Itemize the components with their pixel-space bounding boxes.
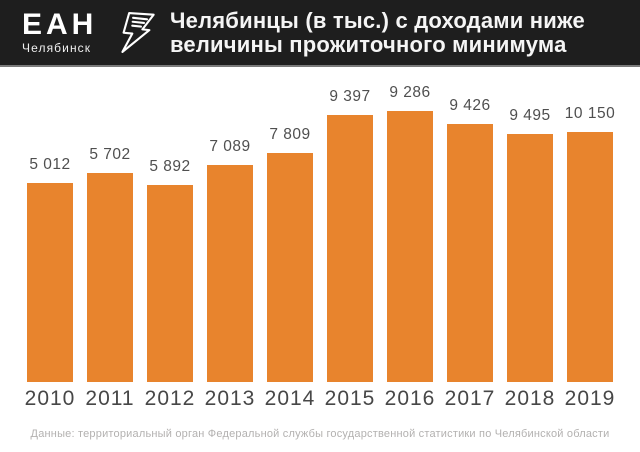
bar-value-label: 7 089 xyxy=(209,138,251,155)
year-label: 2018 xyxy=(504,386,556,410)
bar xyxy=(207,165,253,382)
bar-chart: 5 012 5 702 5 892 7 089 7 809 9 397 9 286 9 426… xyxy=(0,67,640,382)
bar-value-label: 9 426 xyxy=(449,97,491,114)
bar xyxy=(387,111,433,382)
bar-value-label: 5 892 xyxy=(149,158,191,175)
bar-value-label: 9 286 xyxy=(389,84,431,101)
bar-column-2016: 9 286 xyxy=(387,84,433,382)
bar-column-2012: 5 892 xyxy=(147,158,193,382)
logo-subtitle: Челябинск xyxy=(22,41,92,55)
bar xyxy=(327,115,373,382)
bar-column-2018: 9 495 xyxy=(507,107,553,382)
bar xyxy=(267,153,313,382)
year-label: 2014 xyxy=(264,386,316,410)
bar-value-label: 7 809 xyxy=(269,126,311,143)
bar-column-2013: 7 089 xyxy=(207,138,253,382)
header: ЕАН Челябинск Челябинцы (в тыс.) с доход… xyxy=(0,0,640,67)
bar xyxy=(507,134,553,382)
year-label: 2010 xyxy=(24,386,76,410)
logo-title: ЕАН xyxy=(22,8,98,41)
bar xyxy=(27,183,73,382)
bar-value-label: 9 397 xyxy=(329,88,371,105)
year-label: 2011 xyxy=(85,386,135,410)
footer: Данные: территориальный орган Федерально… xyxy=(0,415,640,452)
x-axis-labels: 2010 2011 2012 2013 2014 2015 2016 2017 2018 2019 xyxy=(0,382,640,415)
bar xyxy=(447,124,493,382)
bar-column-2014: 7 809 xyxy=(267,126,313,382)
bar xyxy=(567,132,613,382)
chart-title-line1: Челябинцы (в тыс.) с доходами ниже xyxy=(170,7,585,33)
lightning-bolt-icon xyxy=(121,11,155,53)
year-label: 2013 xyxy=(204,386,256,410)
bar-column-2010: 5 012 xyxy=(27,156,73,382)
bar-column-2017: 9 426 xyxy=(447,97,493,382)
bar-value-label: 5 702 xyxy=(89,146,131,163)
bar xyxy=(147,185,193,382)
bar-column-2011: 5 702 xyxy=(87,146,133,382)
bar-value-label: 10 150 xyxy=(564,105,616,122)
year-label: 2019 xyxy=(564,386,616,410)
bar xyxy=(87,173,133,382)
year-label: 2017 xyxy=(444,386,496,410)
bar-value-label: 5 012 xyxy=(29,156,71,173)
year-label: 2012 xyxy=(144,386,196,410)
year-label: 2016 xyxy=(384,386,436,410)
chart-title-line2: величины прожиточного минимума xyxy=(170,31,567,57)
bar-column-2015: 9 397 xyxy=(327,88,373,382)
chart-title: Челябинцы (в тыс.) с доходами ниже велич… xyxy=(170,7,585,57)
bar-value-label: 9 495 xyxy=(509,107,551,124)
data-source-text: Данные: территориальный орган Федерально… xyxy=(30,427,610,440)
ean-logo: ЕАН Челябинск xyxy=(22,8,110,56)
bar-column-2019: 10 150 xyxy=(564,105,616,382)
year-label: 2015 xyxy=(324,386,376,410)
